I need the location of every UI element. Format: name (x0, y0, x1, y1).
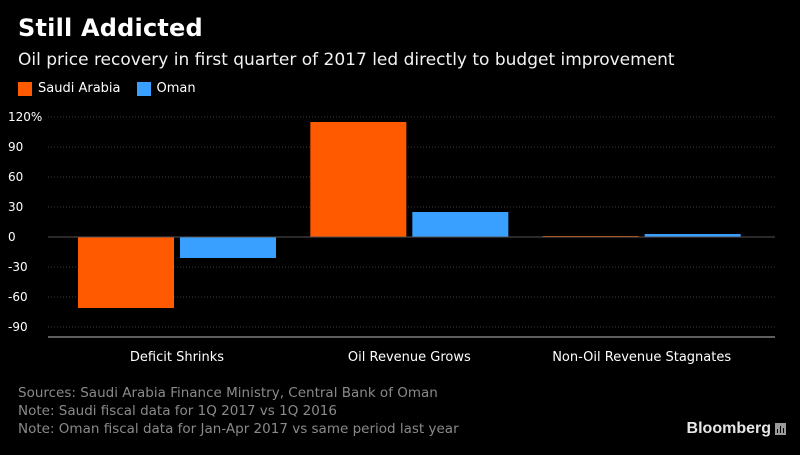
y-tick-label: -60 (8, 290, 28, 304)
y-tick-label: -30 (8, 260, 28, 274)
chart-title: Still Addicted (18, 14, 203, 42)
legend-item-oman: Oman (136, 81, 196, 96)
x-tick-label: Oil Revenue Grows (348, 350, 471, 365)
bar-chart: 120% 90 60 30 0 -30 -60 -90 Deficit Shrinks Oil R… (8, 110, 775, 365)
y-tick-label: -90 (8, 320, 28, 334)
legend-label-oman: Oman (156, 81, 196, 96)
x-tick-label: Non-Oil Revenue Stagnates (552, 350, 731, 365)
y-tick-label: 90 (8, 140, 23, 154)
legend-swatch-saudi-arabia (18, 81, 32, 96)
note-oman: Note: Oman fiscal data for Jan-Apr 2017 … (18, 421, 459, 437)
y-tick-label: 30 (8, 200, 23, 214)
chart-subtitle: Oil price recovery in first quarter of 2… (18, 50, 675, 70)
legend-swatch-oman (136, 81, 151, 96)
y-tick-label: 120% (8, 110, 42, 124)
x-tick-label: Deficit Shrinks (130, 350, 224, 365)
bar-oman (644, 234, 741, 237)
legend-item-saudi-arabia: Saudi Arabia (18, 81, 121, 96)
bar-saudi-arabia (78, 237, 174, 308)
note-saudi: Note: Saudi fiscal data for 1Q 2017 vs 1… (18, 403, 337, 419)
sources-text: Sources: Saudi Arabia Finance Ministry, … (18, 385, 438, 401)
bar-oman (180, 237, 276, 258)
bar-saudi-arabia (310, 122, 407, 237)
bloomberg-logo: Bloomberg (687, 420, 786, 438)
y-tick-label: 60 (8, 170, 23, 184)
brand-name: Bloomberg (686, 420, 771, 437)
footer-notes: Sources: Saudi Arabia Finance Ministry, … (18, 384, 459, 438)
bars-layer (78, 122, 741, 308)
axis-layer: 120% 90 60 30 0 -30 -60 -90 Deficit Shrinks Oil R… (8, 110, 775, 365)
bar-oman (412, 212, 509, 237)
y-tick-label: 0 (8, 230, 16, 244)
bloomberg-chart-icon (775, 423, 786, 435)
legend: Saudi Arabia Oman (18, 81, 212, 96)
legend-label-saudi-arabia: Saudi Arabia (38, 81, 121, 96)
